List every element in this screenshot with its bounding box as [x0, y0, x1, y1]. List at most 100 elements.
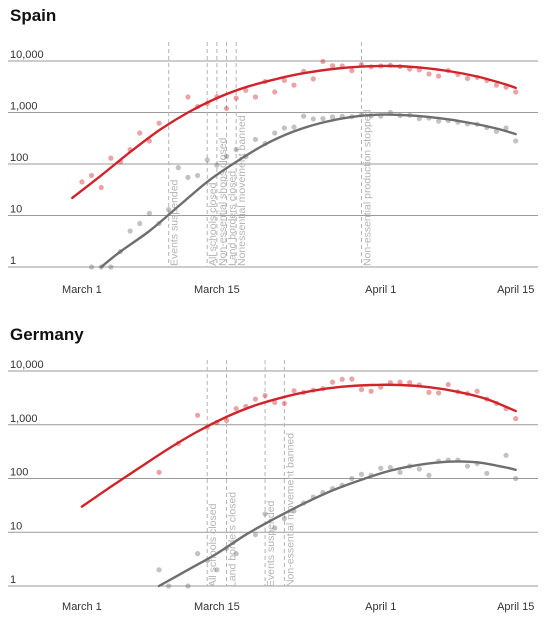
- data-point: [272, 130, 278, 136]
- data-point: [513, 138, 519, 144]
- y-tick-label: 100: [10, 467, 28, 479]
- data-point: [358, 387, 365, 393]
- data-point: [513, 416, 519, 422]
- data-point: [397, 379, 403, 385]
- data-point: [310, 76, 316, 82]
- data-point: [195, 551, 201, 557]
- data-point: [214, 567, 220, 573]
- data-point: [493, 128, 500, 134]
- data-point: [156, 469, 162, 475]
- data-point: [464, 75, 471, 81]
- data-point: [108, 155, 114, 161]
- y-tick-label: 1,000: [10, 101, 38, 113]
- data-point: [281, 125, 287, 131]
- data-point: [426, 472, 432, 478]
- data-point: [233, 551, 239, 557]
- data-point: [88, 264, 95, 270]
- data-point: [127, 228, 133, 234]
- data-point: [281, 77, 287, 84]
- data-point: [358, 471, 365, 477]
- data-point: [320, 58, 326, 65]
- data-point: [185, 583, 191, 589]
- data-point: [223, 153, 230, 160]
- x-tick-label: April 15: [497, 284, 534, 296]
- data-point: [301, 113, 307, 119]
- data-point: [291, 82, 297, 88]
- data-point: [243, 87, 249, 93]
- data-point: [407, 379, 413, 386]
- y-tick-label: 10: [10, 204, 22, 216]
- y-tick-label: 10,000: [10, 49, 44, 61]
- data-point: [349, 68, 355, 74]
- data-point: [195, 172, 201, 179]
- data-point: [503, 125, 509, 131]
- x-tick-label: April 15: [497, 601, 534, 613]
- data-point: [513, 89, 519, 95]
- data-point: [204, 157, 210, 163]
- data-point: [436, 390, 442, 396]
- chart-germany: 10,000 1,000 100 10 1 March 1 March 15 April 1 A…: [8, 359, 538, 613]
- data-point: [272, 89, 278, 95]
- data-point: [349, 376, 355, 382]
- x-tick-label: March 15: [194, 601, 240, 613]
- event-label: All schools closed: [207, 503, 219, 587]
- data-point: [79, 179, 85, 185]
- y-tick-label: 1,000: [10, 413, 38, 425]
- event-label: Nonessential movement banned: [236, 115, 248, 266]
- data-point: [513, 475, 519, 482]
- data-point: [474, 388, 480, 394]
- data-point: [252, 532, 259, 538]
- trend-line: [100, 113, 517, 269]
- data-point: [445, 381, 451, 388]
- data-point: [281, 400, 287, 406]
- chart-title-germany: Germany: [10, 325, 84, 344]
- data-point: [503, 452, 509, 458]
- data-point: [252, 396, 259, 402]
- data-point: [397, 469, 403, 475]
- data-point: [98, 184, 104, 191]
- data-point: [137, 130, 143, 136]
- data-point: [272, 399, 278, 406]
- event-label: All schools closed: [207, 182, 219, 266]
- data-point: [166, 583, 172, 589]
- event-label: Land borders closed: [227, 492, 239, 587]
- data-point: [436, 118, 442, 124]
- data-point: [262, 392, 268, 399]
- data-point: [88, 172, 95, 179]
- trend-line: [80, 383, 517, 508]
- data-point: [146, 210, 152, 216]
- data-point: [233, 147, 239, 153]
- data-point: [166, 207, 172, 213]
- data-point: [329, 63, 336, 69]
- data-point: [493, 82, 500, 88]
- data-point: [426, 389, 432, 395]
- x-tick-label: March 1: [62, 601, 102, 613]
- data-point: [137, 220, 143, 227]
- event-label: Land borders closed: [227, 171, 239, 266]
- x-tick-label: March 1: [62, 284, 102, 296]
- trend-line: [71, 64, 517, 200]
- x-tick-label: April 1: [365, 601, 396, 613]
- data-point: [368, 388, 374, 394]
- data-point: [329, 379, 336, 385]
- data-point: [426, 71, 432, 77]
- y-tick-label: 1: [10, 255, 16, 267]
- data-point: [387, 464, 393, 471]
- y-tick-label: 10: [10, 520, 22, 532]
- data-point: [185, 94, 191, 100]
- x-tick-label: April 1: [365, 284, 396, 296]
- data-point: [291, 388, 297, 394]
- y-tick-label: 1: [10, 574, 16, 586]
- data-point: [185, 174, 191, 180]
- data-point: [281, 515, 287, 522]
- data-point: [329, 114, 336, 120]
- data-point: [156, 567, 162, 573]
- data-point: [252, 94, 259, 100]
- data-point: [262, 511, 268, 517]
- trend-line: [157, 460, 517, 588]
- data-point: [416, 466, 422, 472]
- data-point: [291, 124, 297, 130]
- data-point: [233, 95, 239, 101]
- data-point: [464, 463, 471, 469]
- data-point: [349, 475, 355, 482]
